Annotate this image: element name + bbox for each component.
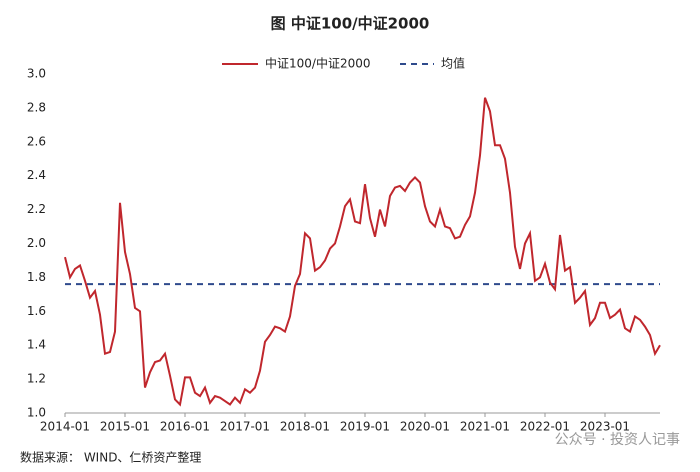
x-tick-label: 2014-01 <box>40 420 90 434</box>
y-tick-label: 2.6 <box>27 134 46 148</box>
y-tick-label: 2.8 <box>27 100 46 114</box>
x-tick-label: 2021-01 <box>460 420 510 434</box>
y-tick-label: 2.0 <box>27 236 46 250</box>
x-tick-label: 2016-01 <box>160 420 210 434</box>
y-tick-label: 1.0 <box>27 406 46 420</box>
y-tick-label: 2.4 <box>27 168 46 182</box>
y-tick-label: 1.6 <box>27 304 46 318</box>
x-tick-label: 2018-01 <box>280 420 330 434</box>
watermark: 公众号 · 投资人记事 <box>555 432 680 448</box>
data-line <box>64 97 661 407</box>
chart-title: 图 中证100/中证2000 <box>271 15 430 33</box>
x-tick-label: 2020-01 <box>400 420 450 434</box>
x-tick-label: 2019-01 <box>340 420 390 434</box>
y-tick-label: 3.0 <box>27 67 46 81</box>
y-tick-label: 2.2 <box>27 202 46 216</box>
legend-label: 均值 <box>441 56 465 71</box>
x-tick-label: 2015-01 <box>100 420 150 434</box>
y-tick-label: 1.8 <box>27 270 46 284</box>
source: 数据来源： WIND、仁桥资产整理 <box>20 450 201 465</box>
legend-label: 中证100/中证2000 <box>265 56 371 71</box>
y-tick-label: 1.2 <box>27 372 46 386</box>
y-tick-label: 1.4 <box>27 338 46 352</box>
x-tick-label: 2023-01 <box>580 420 630 434</box>
x-tick-label: 2017-01 <box>220 420 270 434</box>
x-tick-label: 2022-01 <box>520 420 570 434</box>
